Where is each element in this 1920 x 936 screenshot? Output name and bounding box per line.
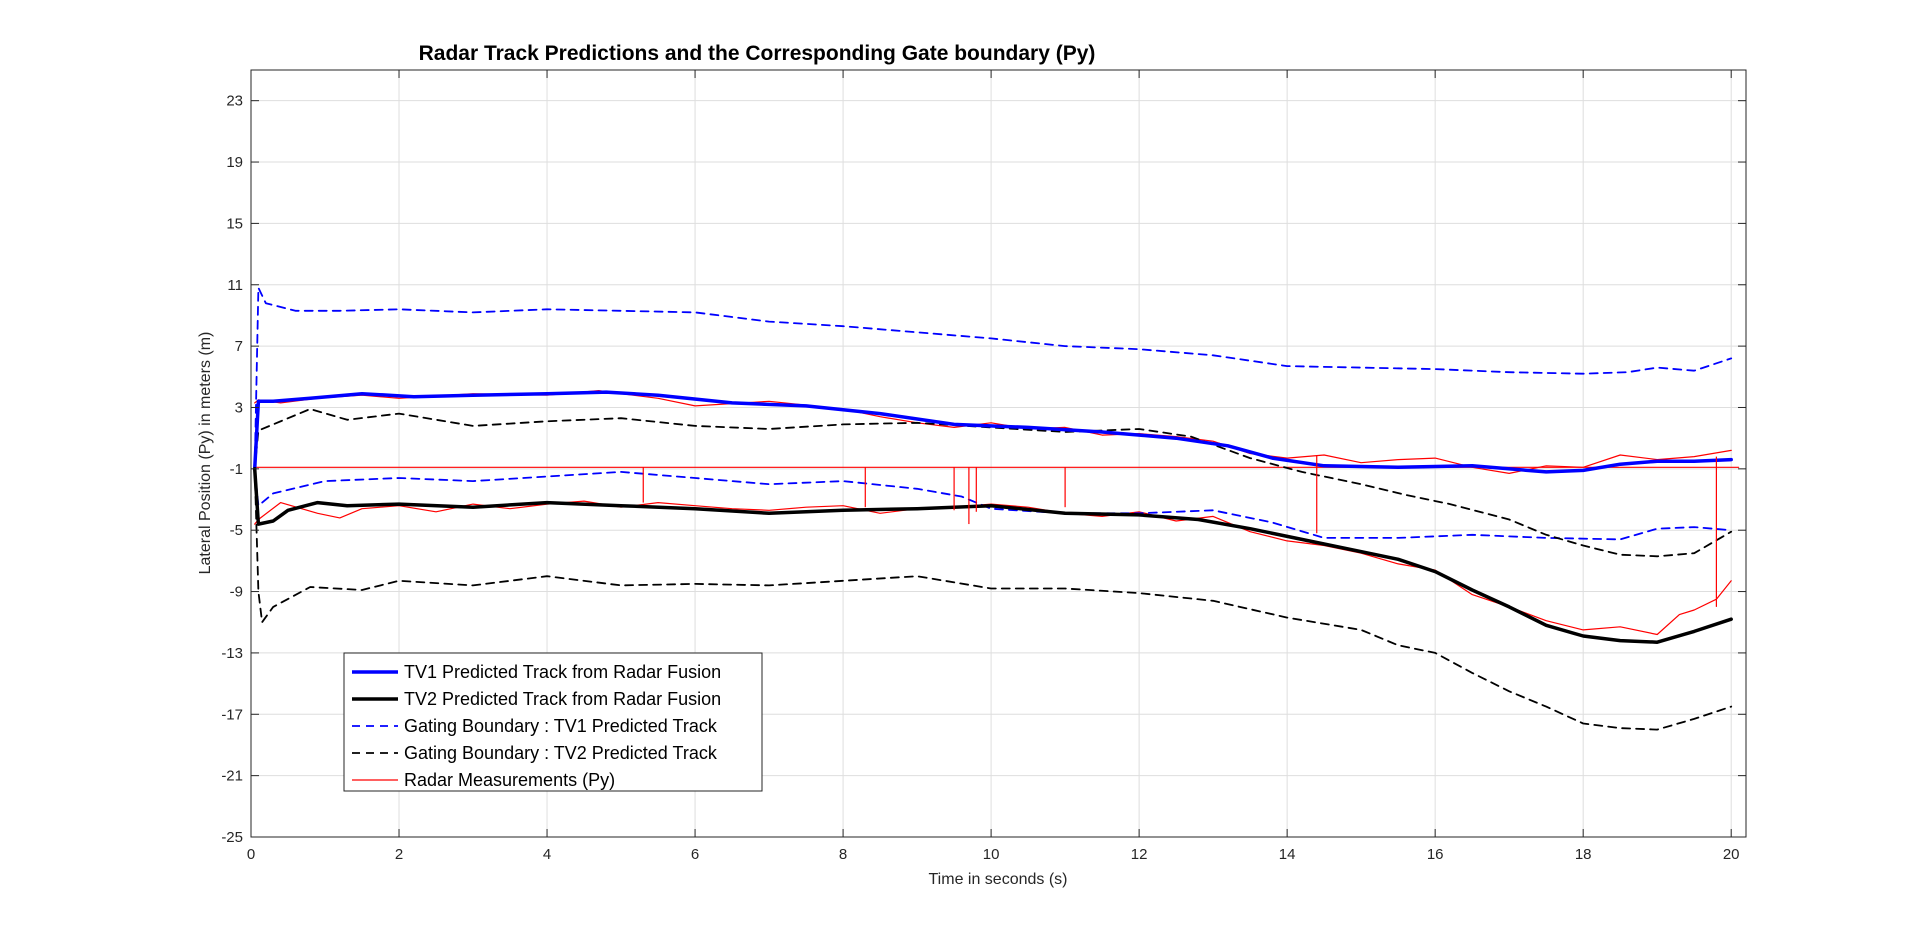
x-tick-label: 2 xyxy=(395,846,403,863)
legend: TV1 Predicted Track from Radar Fusion TV2… xyxy=(343,652,763,792)
legend-box xyxy=(343,652,763,792)
y-tick-label: -17 xyxy=(221,706,243,723)
series-line-1 xyxy=(252,467,1733,644)
y-tick-label: -1 xyxy=(230,461,243,478)
x-tick-label: 20 xyxy=(1723,846,1740,863)
ticks: 0 2 4 6 8 10 12 14 16 18 20-25-21-17-13-9-5-137111… xyxy=(221,70,1746,863)
x-tick-label: 4 xyxy=(543,846,551,863)
series-line-2 xyxy=(253,286,1733,470)
y-tick-label: -9 xyxy=(230,584,243,601)
x-tick-label: 16 xyxy=(1427,846,1444,863)
legend-items: TV1 Predicted Track from Radar Fusion TV2… xyxy=(352,662,721,790)
y-tick-label: 11 xyxy=(227,277,243,294)
x-tick-label: 10 xyxy=(983,846,1000,863)
series-line-5 xyxy=(253,467,1733,731)
y-tick-label: 3 xyxy=(235,399,243,416)
y-tick-label: -13 xyxy=(221,645,243,662)
x-tick-label: 6 xyxy=(691,846,699,863)
plot-frame xyxy=(250,69,1747,838)
y-tick-label: 15 xyxy=(226,215,243,232)
series-line-0 xyxy=(252,390,1733,474)
series-line-4 xyxy=(253,408,1733,558)
y-tick-label: 23 xyxy=(226,93,243,110)
legend-label: Gating Boundary : TV2 Predicted Track xyxy=(404,743,718,763)
x-tick-label: 14 xyxy=(1279,846,1296,863)
legend-label: TV1 Predicted Track from Radar Fusion xyxy=(404,662,721,682)
chart-title: Radar Track Predictions and the Correspo… xyxy=(419,42,1096,65)
series-layer xyxy=(252,286,1740,731)
y-tick-label: 19 xyxy=(226,154,243,171)
y-tick-label: -25 xyxy=(221,829,243,846)
legend-label: Radar Measurements (Py) xyxy=(404,770,615,790)
x-tick-label: 0 xyxy=(247,846,255,863)
legend-label: Gating Boundary : TV1 Predicted Track xyxy=(404,716,718,736)
y-tick-label: -21 xyxy=(221,768,243,785)
y-axis-label: Lateral Position (Py) in meters (m) xyxy=(197,332,214,575)
x-tick-label: 18 xyxy=(1575,846,1592,863)
legend-label: TV2 Predicted Track from Radar Fusion xyxy=(404,689,721,709)
x-tick-label: 8 xyxy=(839,846,847,863)
y-tick-label: -5 xyxy=(230,522,243,539)
x-tick-label: 12 xyxy=(1131,846,1148,863)
y-tick-label: 7 xyxy=(235,338,243,355)
x-axis-label: Time in seconds (s) xyxy=(929,871,1068,888)
